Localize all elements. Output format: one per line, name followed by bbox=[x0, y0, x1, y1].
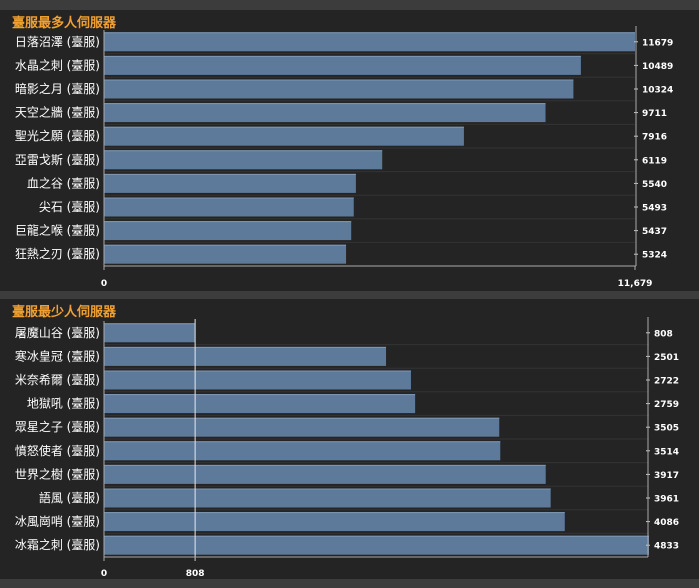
bar bbox=[104, 535, 649, 555]
category-label: 血之谷 (臺服) bbox=[27, 175, 100, 190]
category-label: 眾星之子 (臺服) bbox=[15, 419, 100, 434]
category-label: 天空之牆 (臺服) bbox=[15, 105, 100, 120]
value-label: 2722 bbox=[654, 377, 679, 387]
value-label: 11679 bbox=[642, 38, 673, 48]
x-tick-label: 808 bbox=[186, 569, 205, 579]
category-label: 冰霜之刺 (臺服) bbox=[15, 537, 100, 552]
bar bbox=[104, 417, 500, 437]
value-label: 3961 bbox=[654, 495, 679, 505]
category-label: 日落沼澤 (臺服) bbox=[15, 34, 100, 49]
bar bbox=[104, 323, 196, 343]
chart-title: 臺服最少人伺服器 bbox=[12, 305, 117, 320]
category-label: 水晶之刺 (臺服) bbox=[15, 57, 100, 72]
bar bbox=[104, 126, 464, 146]
category-label: 聖光之願 (臺服) bbox=[15, 128, 100, 143]
bar bbox=[104, 441, 501, 461]
value-label: 2501 bbox=[654, 353, 679, 363]
value-label: 10489 bbox=[642, 62, 673, 72]
category-label: 巨龍之喉 (臺服) bbox=[15, 223, 100, 238]
category-label: 憤怒使者 (臺服) bbox=[15, 443, 100, 458]
value-label: 5437 bbox=[642, 227, 667, 237]
bar bbox=[104, 32, 635, 52]
value-label: 9711 bbox=[642, 109, 667, 119]
bar bbox=[104, 150, 383, 170]
bottom-servers-chart: 屠魔山谷 (臺服) 808 寒冰皇冠 (臺服) 2501 米奈希爾 (臺服) 2722 地獄… bbox=[15, 317, 679, 579]
bar bbox=[104, 370, 411, 390]
x-tick-label: 0 bbox=[101, 569, 107, 579]
category-label: 米奈希爾 (臺服) bbox=[15, 372, 100, 387]
value-label: 5540 bbox=[642, 180, 667, 190]
bottom-servers-panel: 臺服最少人伺服器 屠魔山谷 (臺服) 808 寒冰皇冠 (臺服) 2501 米奈希爾 (… bbox=[0, 299, 699, 579]
category-label: 屠魔山谷 (臺服) bbox=[15, 325, 100, 340]
value-label: 5493 bbox=[642, 204, 667, 214]
category-label: 尖石 (臺服) bbox=[39, 199, 100, 214]
category-label: 暗影之月 (臺服) bbox=[15, 81, 100, 96]
bar bbox=[104, 103, 546, 123]
x-tick-label: 11,679 bbox=[618, 279, 653, 289]
value-label: 10324 bbox=[642, 86, 673, 96]
bar bbox=[104, 488, 551, 508]
x-tick-label: 0 bbox=[101, 279, 107, 289]
bar bbox=[104, 394, 416, 414]
category-label: 語風 (臺服) bbox=[39, 490, 100, 505]
value-label: 2759 bbox=[654, 400, 679, 410]
bar bbox=[104, 346, 387, 366]
bar bbox=[104, 244, 347, 264]
bar bbox=[104, 55, 581, 75]
value-label: 3505 bbox=[654, 424, 679, 434]
bar bbox=[104, 512, 565, 532]
category-label: 寒冰皇冠 (臺服) bbox=[15, 348, 100, 363]
value-label: 3514 bbox=[654, 447, 679, 457]
category-label: 冰風崗哨 (臺服) bbox=[15, 514, 100, 529]
category-label: 狂熱之刃 (臺服) bbox=[15, 246, 100, 261]
value-label: 7916 bbox=[642, 133, 667, 143]
top-servers-chart: 日落沼澤 (臺服) 11679 水晶之刺 (臺服) 10489 暗影之月 (臺服) 103… bbox=[15, 26, 673, 289]
value-label: 6119 bbox=[642, 156, 667, 166]
chart-title: 臺服最多人伺服器 bbox=[12, 16, 117, 31]
bar bbox=[104, 197, 354, 217]
top-servers-panel: 臺服最多人伺服器 日落沼澤 (臺服) 11679 水晶之刺 (臺服) 10489 暗影之… bbox=[0, 10, 699, 291]
category-label: 亞雷戈斯 (臺服) bbox=[15, 152, 100, 167]
value-label: 4086 bbox=[654, 518, 679, 528]
category-label: 地獄吼 (臺服) bbox=[27, 396, 100, 411]
bar bbox=[104, 173, 356, 193]
value-label: 4833 bbox=[654, 542, 679, 552]
value-label: 5324 bbox=[642, 251, 667, 261]
bar bbox=[104, 79, 574, 99]
category-label: 世界之樹 (臺服) bbox=[15, 466, 100, 481]
value-label: 808 bbox=[654, 329, 673, 339]
bar bbox=[104, 221, 352, 241]
value-label: 3917 bbox=[654, 471, 679, 481]
bar bbox=[104, 464, 546, 484]
